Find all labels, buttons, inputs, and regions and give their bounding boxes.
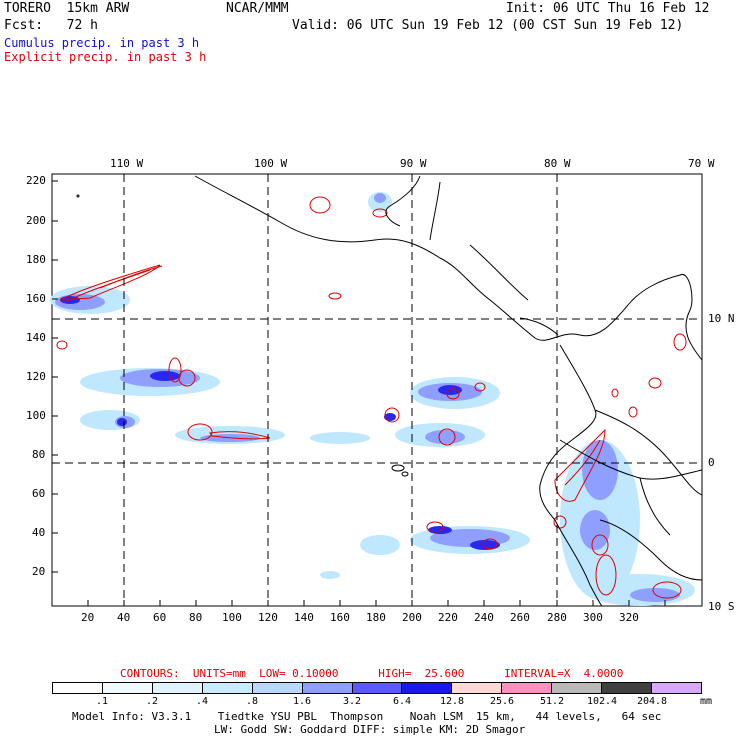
lat-label-10s: 10 S	[708, 600, 735, 613]
colorbar-label: .1	[95, 696, 109, 707]
x-tick: 140	[294, 611, 314, 624]
x-tick: 300	[583, 611, 603, 624]
x-tick: 120	[258, 611, 278, 624]
x-tick: 20	[81, 611, 95, 624]
color-bin	[452, 683, 503, 693]
x-tick: 180	[366, 611, 386, 624]
colorbar-label: .2	[145, 696, 159, 707]
color-bin	[53, 683, 103, 693]
color-bin	[252, 683, 303, 693]
init-time: Init: 06 UTC Thu 16 Feb 12	[506, 1, 710, 16]
lat-label-0: 0	[708, 456, 715, 469]
y-tick: 80	[32, 448, 46, 461]
cumulus-dark-areas	[60, 296, 500, 550]
color-bin	[302, 683, 353, 693]
x-tick: 100	[222, 611, 242, 624]
y-tick: 120	[26, 370, 46, 383]
x-tick: 60	[153, 611, 167, 624]
colorbar-label: 51.2	[539, 696, 565, 707]
color-bin	[402, 683, 453, 693]
explicit-precip-contours	[56, 196, 687, 599]
colorbar-label: 102.4	[586, 696, 618, 707]
x-tick: 240	[474, 611, 494, 624]
color-bin	[352, 683, 403, 693]
coastlines	[76, 175, 703, 607]
y-tick: 20	[32, 565, 46, 578]
color-bin	[552, 683, 603, 693]
color-bin	[602, 683, 653, 693]
x-tick: 80	[189, 611, 203, 624]
model-title: TORERO 15km ARW	[4, 1, 130, 16]
y-tick: 100	[26, 409, 46, 422]
colorbar-label: 1.6	[292, 696, 312, 707]
map-frame	[51, 173, 703, 607]
colorbar-label: .4	[195, 696, 209, 707]
colorbar-label: 204.8	[636, 696, 668, 707]
lon-label-100w: 100 W	[254, 157, 288, 170]
cumulus-label: Cumulus precip. in past 3 h	[4, 36, 200, 50]
y-tick: 220	[26, 174, 46, 187]
x-tick: 260	[510, 611, 530, 624]
axis-ticks	[52, 180, 666, 606]
lat-label-10n: 10 N	[708, 312, 735, 325]
x-tick: 40	[117, 611, 131, 624]
forecast-hour: Fcst: 72 h	[4, 18, 98, 33]
y-tick: 200	[26, 214, 46, 227]
colorbar-label: 3.2	[342, 696, 362, 707]
color-bar	[52, 682, 702, 694]
colorbar-label: .8	[245, 696, 259, 707]
colorbar-label: 25.6	[489, 696, 515, 707]
lon-label-110w: 110 W	[110, 157, 144, 170]
graticule	[52, 174, 702, 606]
model-info: Model Info: V3.3.1 Tiedtke YSU PBL Thomp…	[72, 710, 662, 723]
color-bin	[152, 683, 203, 693]
colorbar-label: 6.4	[392, 696, 412, 707]
x-tick: 320	[619, 611, 639, 624]
y-tick: 160	[26, 292, 46, 305]
y-tick: 40	[32, 526, 46, 539]
x-tick: 160	[330, 611, 350, 624]
lon-label-70w: 70 W	[688, 157, 715, 170]
y-tick: 140	[26, 331, 46, 344]
colorbar-label: 12.8	[439, 696, 465, 707]
color-bin	[652, 683, 701, 693]
x-tick: 200	[402, 611, 422, 624]
color-bin	[502, 683, 553, 693]
org-label: NCAR/MMM	[226, 1, 289, 16]
lon-label-90w: 90 W	[400, 157, 427, 170]
valid-time: Valid: 06 UTC Sun 19 Feb 12 (00 CST Sun …	[292, 18, 684, 33]
x-tick: 280	[547, 611, 567, 624]
color-bin	[202, 683, 253, 693]
lon-label-80w: 80 W	[544, 157, 571, 170]
color-bin	[102, 683, 153, 693]
contour-info: CONTOURS: UNITS=mm LOW= 0.10000 HIGH= 25…	[120, 667, 624, 680]
model-physics: LW: Godd SW: Goddard DIFF: simple KM: 2D…	[214, 723, 526, 736]
x-tick: 220	[438, 611, 458, 624]
explicit-label: Explicit precip. in past 3 h	[4, 50, 207, 64]
y-tick: 180	[26, 253, 46, 266]
colorbar-units: mm	[699, 696, 713, 707]
y-tick: 60	[32, 487, 46, 500]
